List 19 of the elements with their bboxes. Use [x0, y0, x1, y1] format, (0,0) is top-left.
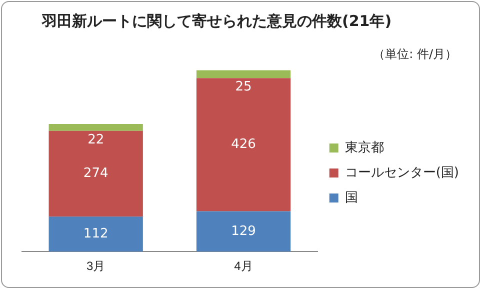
data-label: 426	[231, 137, 256, 152]
x-tick-label: 3月	[86, 259, 106, 274]
data-label: 22	[88, 132, 104, 148]
data-label: 129	[231, 224, 256, 239]
bar	[48, 216, 143, 252]
bar	[196, 211, 291, 252]
legend-label: 国	[344, 190, 358, 206]
legend-label: 東京都	[344, 140, 384, 156]
text: （単位: 件/月）	[373, 46, 457, 63]
data-label: 274	[83, 166, 108, 182]
bar	[48, 124, 143, 131]
x-tick-label: 4月	[234, 259, 253, 274]
bar	[196, 78, 291, 212]
legend-label: コールセンター(国)	[344, 165, 460, 180]
bar	[196, 70, 291, 78]
data-label: 25	[235, 79, 252, 94]
data-label: 112	[83, 226, 108, 242]
bar	[48, 130, 143, 217]
chart-title: 羽田新ルートに関して寄せられた意見の件数(21年)	[42, 12, 392, 31]
